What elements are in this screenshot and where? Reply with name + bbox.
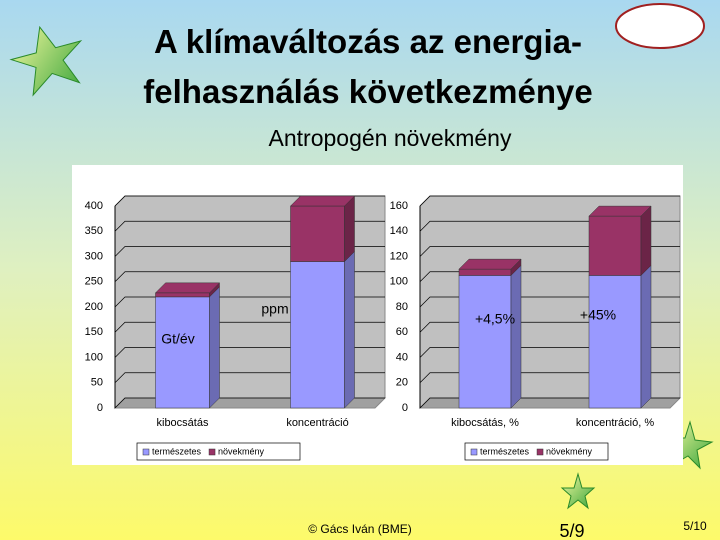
bar <box>458 268 512 276</box>
star-decoration <box>9 25 83 97</box>
y-tick-label: 100 <box>390 276 408 288</box>
legend-swatch <box>208 448 216 456</box>
y-tick-label: 350 <box>85 225 103 237</box>
y-tick-label: 150 <box>85 326 103 338</box>
legend-label: természetes <box>480 446 530 456</box>
y-tick-label: 0 <box>97 402 103 414</box>
annotation: Gt/év <box>161 331 194 347</box>
legend-label: növekmény <box>546 446 593 456</box>
bar-top <box>458 258 522 270</box>
annotation: +45% <box>580 307 616 323</box>
bar-side <box>344 250 355 409</box>
footer: © Gács Iván (BME) <box>308 522 412 536</box>
y-tick-label: 250 <box>85 276 103 288</box>
bar <box>155 296 210 409</box>
legend-box <box>136 442 301 461</box>
bar-side <box>640 264 652 409</box>
bar-top <box>289 195 356 207</box>
y-tick-label: 40 <box>396 351 408 363</box>
legend-label: növekmény <box>218 446 265 456</box>
bar-top <box>588 205 652 217</box>
bar <box>290 261 345 409</box>
legend-box <box>464 442 609 461</box>
bar <box>588 275 642 409</box>
x-tick-label: kibocsátás <box>157 417 209 429</box>
y-tick-label: 100 <box>85 351 103 363</box>
title: A klímaváltozás az energia-felhasználás … <box>143 23 592 110</box>
bar-side <box>640 205 652 277</box>
y-tick-label: 0 <box>402 402 408 414</box>
y-tick-label: 120 <box>390 250 408 262</box>
legend-swatch <box>470 448 478 456</box>
y-tick-label: 400 <box>85 200 103 212</box>
legend-label: természetes <box>152 446 202 456</box>
grid-line <box>114 195 385 207</box>
x-tick-label: koncentráció, % <box>576 417 654 429</box>
bar <box>290 205 345 262</box>
y-tick-label: 80 <box>396 301 408 313</box>
y-tick-label: 60 <box>396 326 408 338</box>
y-tick-label: 300 <box>85 250 103 262</box>
grid-line <box>419 195 680 207</box>
bar-top <box>154 282 221 294</box>
y-tick-label: 140 <box>390 225 408 237</box>
bar <box>155 292 210 298</box>
subtitle: Antropogén növekmény <box>269 125 512 151</box>
legend-swatch <box>536 448 544 456</box>
bar-side <box>344 195 355 263</box>
bar-side <box>510 264 522 409</box>
x-tick-label: koncentráció <box>286 417 348 429</box>
logo <box>615 3 705 49</box>
star-decoration <box>560 472 596 510</box>
bar <box>458 275 512 409</box>
y-tick-label: 50 <box>91 377 103 389</box>
page-number: 5/9 <box>559 521 584 540</box>
y-tick-label: 20 <box>396 377 408 389</box>
y-tick-label: 160 <box>390 200 408 212</box>
slide-number: 5/10 <box>683 519 707 533</box>
annotation: ppm <box>261 301 288 317</box>
bar-side <box>209 286 220 409</box>
x-tick-label: kibocsátás, % <box>451 417 519 429</box>
annotation: +4,5% <box>475 311 515 327</box>
bar <box>588 215 642 276</box>
y-tick-label: 200 <box>85 301 103 313</box>
legend-swatch <box>142 448 150 456</box>
